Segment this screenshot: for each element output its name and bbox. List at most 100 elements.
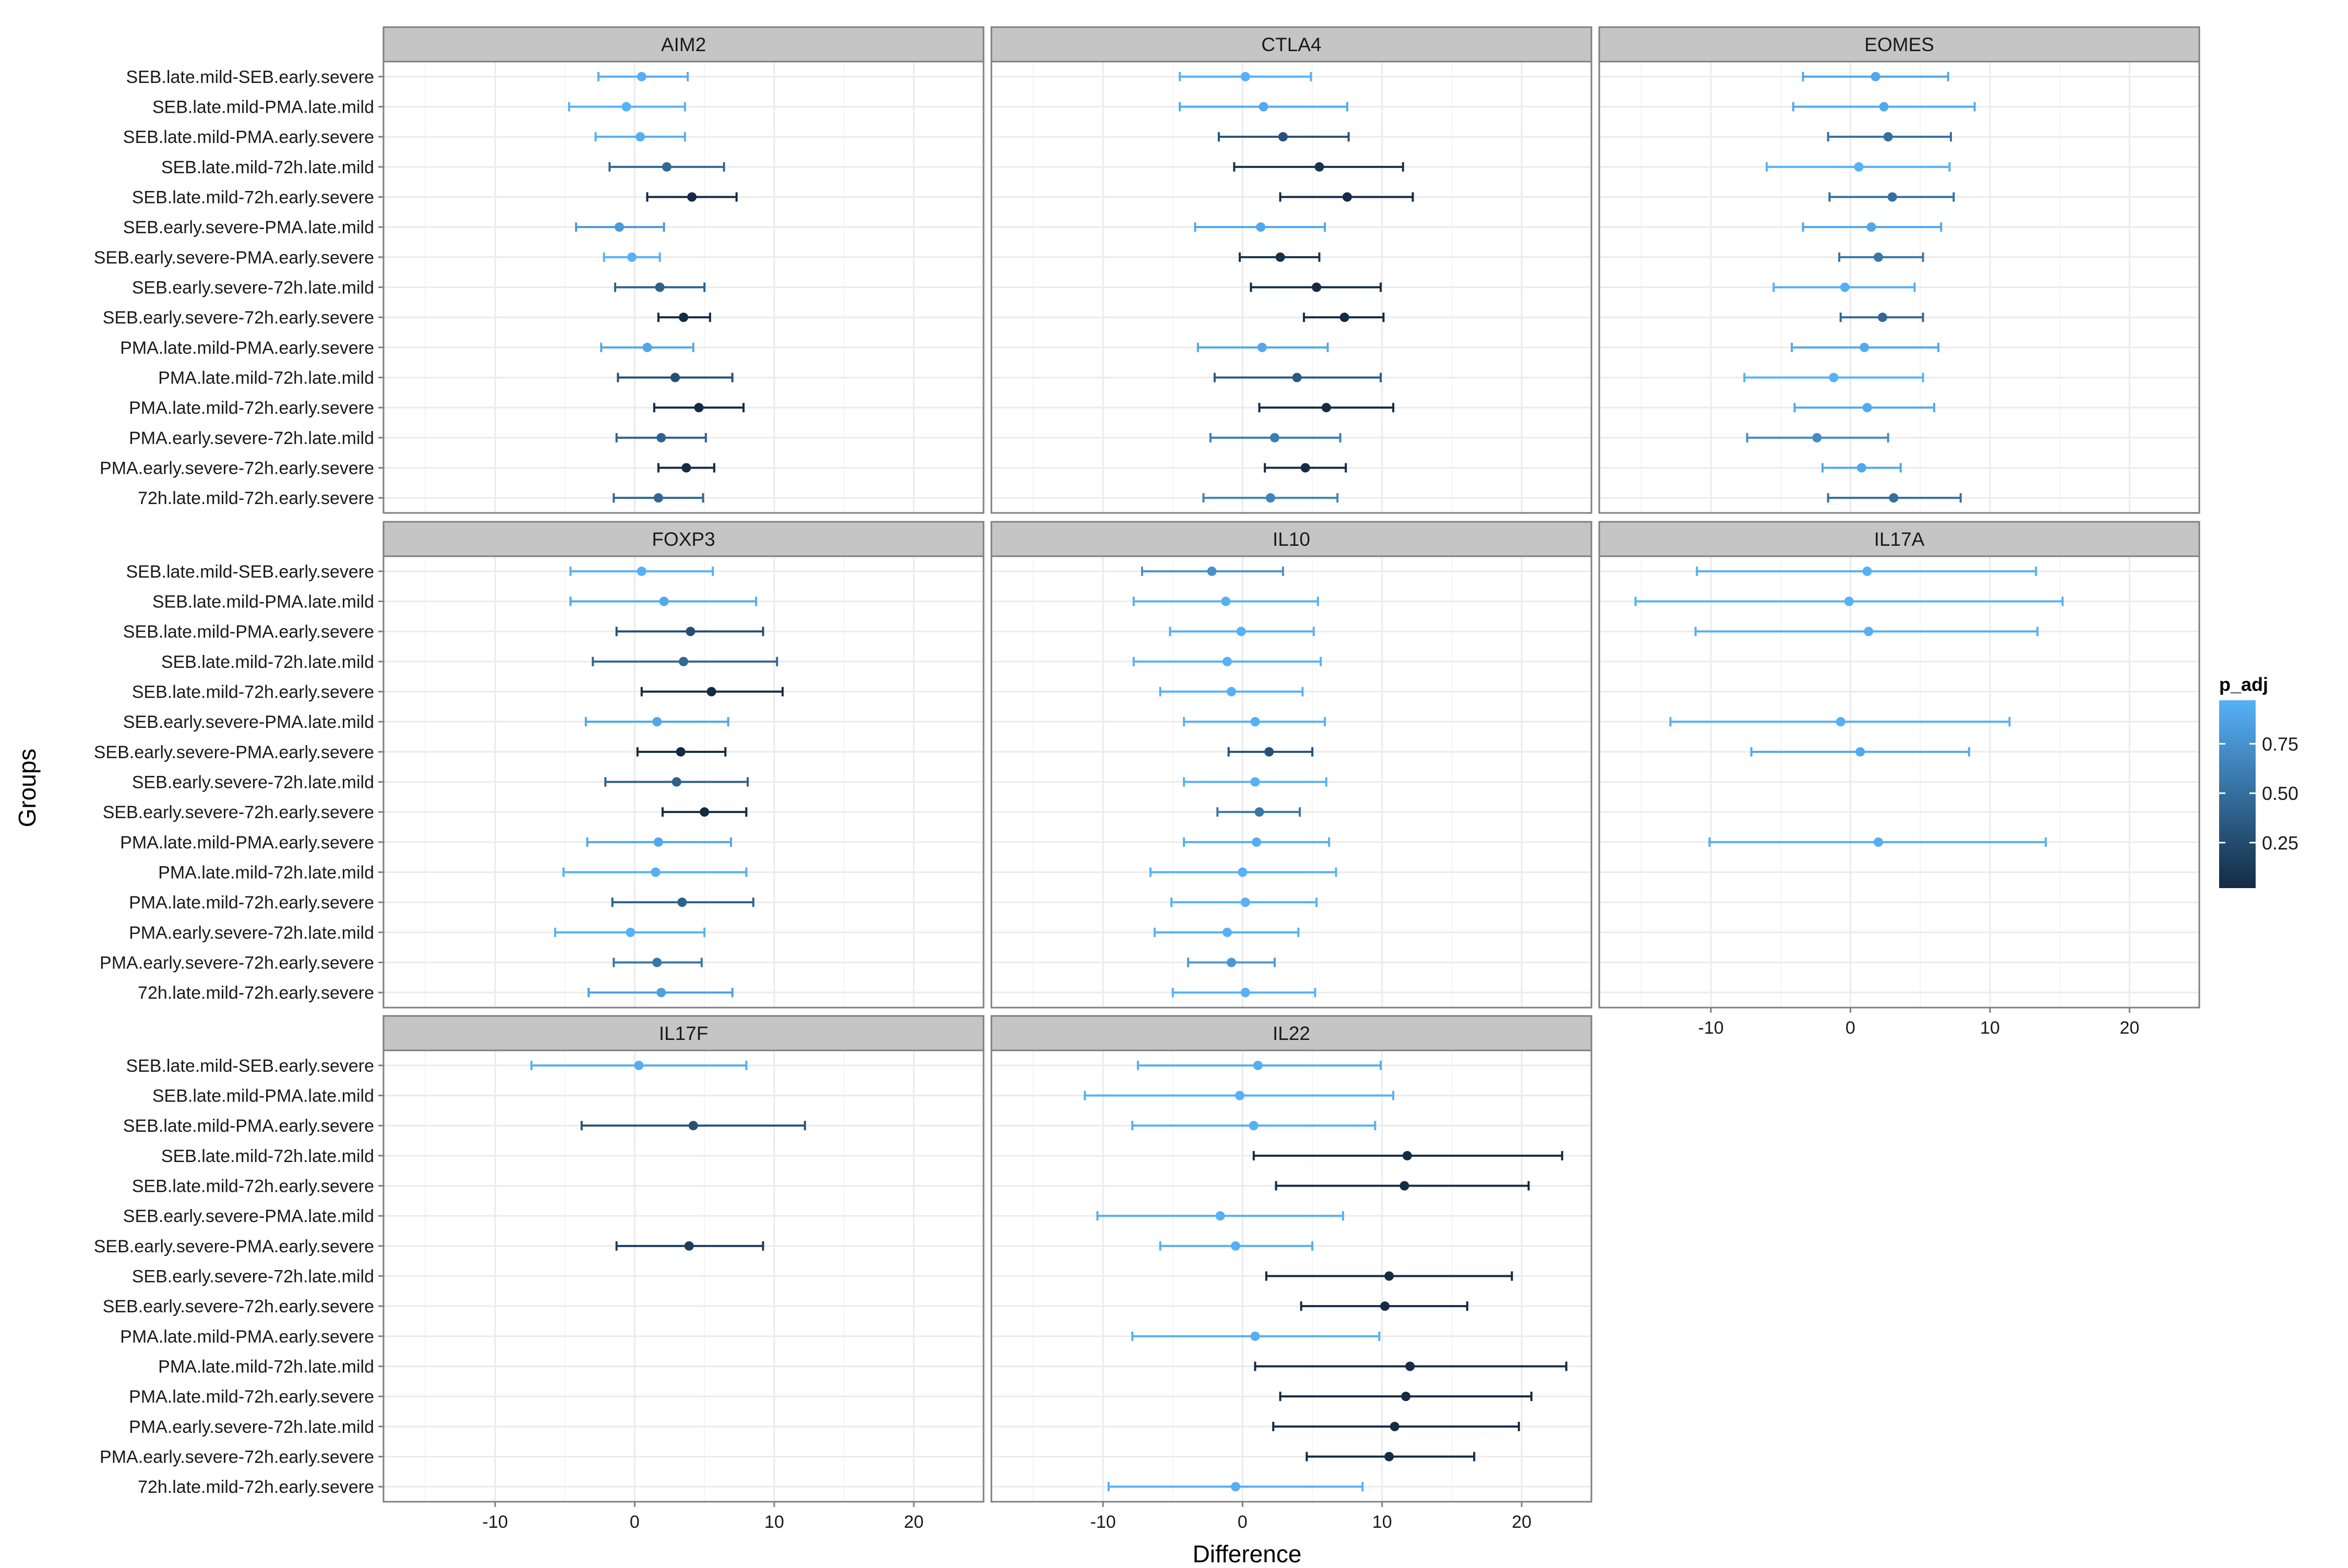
data-point [1866, 222, 1876, 232]
facet-strip [990, 1015, 1592, 1051]
y-tick-label: SEB.late.mild-72h.late.mild [161, 652, 374, 672]
data-point [1856, 463, 1866, 473]
x-tick-label: 20 [904, 1512, 924, 1532]
data-point [1250, 1331, 1260, 1341]
data-point [688, 1121, 698, 1131]
panels-layer: AIM2 SEB.late.mild-SEB.early.severe SEB.la… [94, 26, 2200, 1532]
data-point [1862, 566, 1872, 576]
y-tick-label: SEB.late.mild-PMA.late.mild [152, 1086, 374, 1106]
y-tick-label: SEB.late.mild-PMA.early.severe [123, 622, 374, 642]
data-point [1879, 102, 1889, 112]
legend-tick-label: 0.25 [2262, 832, 2298, 854]
data-point [1231, 1482, 1241, 1492]
x-tick-label: 0 [630, 1512, 640, 1532]
x-tick-label: 0 [1238, 1512, 1248, 1532]
x-tick-label: 0 [1846, 1018, 1855, 1038]
y-tick-label: PMA.early.severe-72h.late.mild [129, 1417, 374, 1437]
data-point [626, 927, 636, 937]
color-legend: p_adj 0.25 0.50 0.75 [2219, 674, 2298, 888]
y-tick-label: SEB.late.mild-PMA.early.severe [123, 127, 374, 147]
y-tick-label: PMA.early.severe-72h.early.severe [100, 953, 374, 973]
y-tick-label: SEB.early.severe-PMA.early.severe [94, 743, 374, 762]
x-tick-label: 10 [1372, 1512, 1392, 1532]
y-tick-label: PMA.late.mild-72h.early.severe [129, 893, 374, 913]
data-point [1250, 717, 1260, 727]
data-point [1231, 1241, 1241, 1251]
data-point [1256, 222, 1266, 232]
data-point [1312, 282, 1322, 292]
data-point [1240, 988, 1250, 998]
data-point [687, 192, 697, 202]
panel-border [1598, 61, 2200, 514]
y-tick-label: SEB.early.severe-72h.late.mild [132, 1267, 374, 1287]
data-point [655, 282, 665, 292]
data-point [1873, 252, 1883, 262]
facet-strip-label: FOXP3 [652, 529, 715, 550]
y-tick-label: PMA.late.mild-72h.early.severe [129, 398, 374, 418]
x-tick-label: -10 [482, 1512, 508, 1532]
data-point [1222, 656, 1232, 666]
legend-colorbar [2219, 700, 2256, 888]
data-point [636, 132, 645, 142]
data-point [1240, 897, 1250, 907]
data-point [662, 162, 672, 172]
data-point [1250, 777, 1260, 787]
data-point [1864, 627, 1874, 637]
data-point [1269, 433, 1279, 442]
data-point [1871, 71, 1880, 81]
y-tick-label: SEB.early.severe-PMA.early.severe [94, 248, 374, 268]
data-point [1399, 1181, 1409, 1191]
y-tick-label: SEB.early.severe-PMA.late.mild [123, 1206, 374, 1226]
data-point [676, 747, 686, 757]
y-tick-label: SEB.late.mild-SEB.early.severe [126, 562, 374, 582]
data-point [1384, 1452, 1394, 1462]
data-point [637, 566, 646, 576]
data-point [1889, 493, 1899, 503]
y-tick-label: PMA.late.mild-PMA.early.severe [120, 338, 374, 358]
facet-strip-label: IL22 [1273, 1023, 1310, 1044]
y-tick-label: 72h.late.mild-72h.early.severe [138, 983, 374, 1003]
data-point [1238, 867, 1248, 877]
facet-strip-label: EOMES [1864, 34, 1934, 55]
y-tick-label: SEB.early.severe-PMA.late.mild [123, 218, 374, 237]
data-point [1840, 282, 1850, 292]
y-tick-label: SEB.late.mild-72h.early.severe [132, 188, 374, 208]
facet-panel-il22: IL22 -10 0 10 20 [990, 1015, 1592, 1532]
data-point [686, 627, 696, 637]
y-tick-label: SEB.early.severe-72h.early.severe [103, 803, 374, 822]
data-point [1252, 837, 1262, 847]
y-tick-label: SEB.early.severe-72h.late.mild [132, 278, 374, 298]
y-tick-label: SEB.early.severe-PMA.late.mild [123, 712, 374, 732]
y-tick-label: PMA.late.mild-72h.late.mild [158, 1357, 374, 1377]
x-tick-label: 20 [2119, 1018, 2139, 1038]
data-point [1207, 566, 1217, 576]
data-point [1221, 596, 1231, 606]
x-tick-label: 20 [1512, 1512, 1531, 1532]
data-point [679, 656, 688, 666]
y-tick-label: 72h.late.mild-72h.early.severe [138, 488, 374, 508]
data-point [1883, 132, 1893, 142]
y-axis-title: Groups [14, 749, 41, 828]
data-point [694, 403, 704, 413]
data-point [1240, 71, 1250, 81]
y-tick-label: SEB.early.severe-PMA.early.severe [94, 1237, 374, 1256]
y-tick-label: PMA.late.mild-72h.early.severe [129, 1387, 374, 1407]
data-point [706, 687, 716, 697]
facet-panel-ctla4: CTLA4 [990, 26, 1592, 514]
data-point [621, 102, 631, 112]
facet-panel-il17a: IL17A -10 0 10 20 [1598, 521, 2200, 1038]
facet-strip-label: AIM2 [661, 34, 706, 55]
data-point [1235, 1091, 1245, 1100]
data-point [1862, 403, 1872, 413]
y-tick-label: SEB.late.mild-72h.late.mild [161, 1146, 374, 1166]
data-point [1222, 927, 1232, 937]
facet-strip [990, 521, 1592, 557]
data-point [681, 463, 691, 473]
panel-border [990, 1049, 1592, 1503]
y-tick-label: SEB.late.mild-PMA.late.mild [152, 98, 374, 117]
y-tick-label: PMA.late.mild-PMA.early.severe [120, 833, 374, 853]
data-point [1342, 192, 1352, 202]
data-point [1877, 313, 1887, 322]
data-point [1321, 403, 1331, 413]
